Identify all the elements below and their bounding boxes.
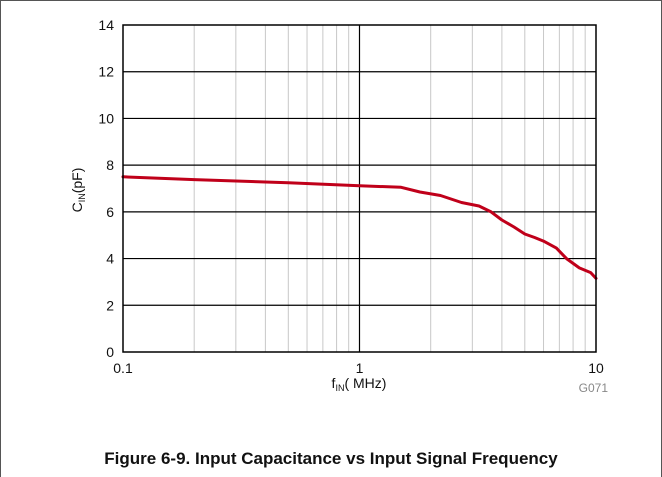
graph-code: G071 [579, 381, 609, 395]
y-axis-label: CIN(pF) [69, 168, 87, 213]
series-layer [121, 175, 598, 280]
y-tick-label: 6 [106, 204, 114, 220]
y-tick-label: 10 [98, 110, 114, 126]
x-tick-label: 0.1 [113, 360, 133, 376]
x-tick-label: 10 [588, 360, 604, 376]
major-gridlines [123, 25, 596, 352]
y-tick-label: 12 [98, 64, 114, 80]
x-tick-label: 1 [356, 360, 364, 376]
x-axis-label: fIN( MHz) [332, 375, 387, 393]
figure-caption: Figure 6-9. Input Capacitance vs Input S… [104, 449, 558, 468]
minor-gridlines [193, 25, 586, 352]
y-tick-label: 0 [106, 344, 114, 360]
chart: 0 2 4 6 8 10 12 14 0.1 1 10 CIN(pF) fIN( MHz) G07… [69, 17, 609, 395]
series-line [121, 175, 598, 280]
y-tick-label: 8 [106, 157, 114, 173]
y-tick-label: 4 [106, 251, 114, 267]
y-tick-label: 14 [98, 17, 114, 33]
y-tick-label: 2 [106, 297, 114, 313]
x-tick-labels: 0.1 1 10 [113, 360, 604, 376]
axes [122, 24, 597, 353]
plot-frame [122, 24, 597, 353]
y-tick-labels: 0 2 4 6 8 10 12 14 [98, 17, 114, 360]
